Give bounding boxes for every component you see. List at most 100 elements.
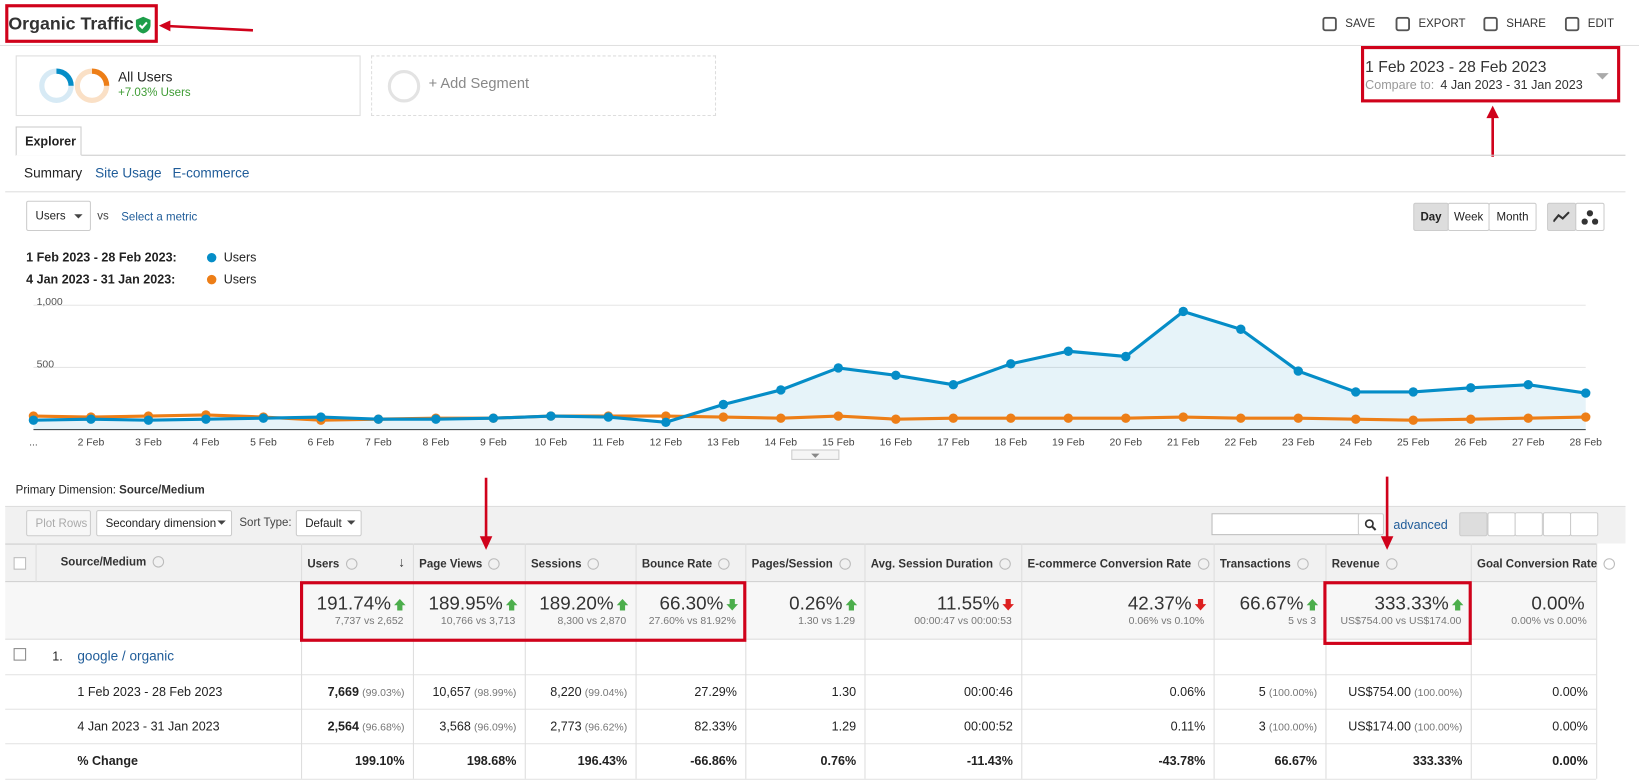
data-point: [661, 417, 671, 427]
data-point: [258, 413, 269, 423]
summary-compare: 5 vs 3: [1288, 615, 1317, 628]
data-point: [1466, 414, 1476, 424]
column-header[interactable]: Sessions: [531, 558, 582, 571]
column-header[interactable]: Page Views: [419, 558, 483, 571]
select-metric[interactable]: Select a metric: [121, 211, 198, 224]
summary-compare: 10,766 vs 3,713: [440, 615, 516, 628]
column-header[interactable]: Users: [307, 558, 340, 571]
checkbox[interactable]: [13, 557, 27, 570]
legend-swatch: [206, 252, 217, 263]
column-header[interactable]: Revenue: [1331, 558, 1380, 571]
table-cell: -66.86%: [690, 754, 737, 769]
summary-value: 0.26%: [789, 592, 843, 614]
subtab[interactable]: Site Usage: [95, 165, 162, 181]
annotation-box: [5, 4, 158, 43]
x-tick-label: 12 Feb: [650, 437, 683, 448]
search-button[interactable]: [1357, 513, 1384, 536]
secondary-dimension[interactable]: Secondary dimension: [96, 510, 233, 537]
x-tick-label: 5 Feb: [250, 437, 277, 448]
cell-value: 2,773: [550, 719, 582, 734]
legend-label: Users: [223, 271, 257, 287]
column-header[interactable]: Source/Medium: [60, 556, 147, 569]
subrow-label: % Change: [77, 753, 138, 769]
action-icon: [1395, 16, 1411, 32]
table-cell: 27.29%: [694, 685, 737, 700]
add-segment[interactable]: [371, 55, 717, 117]
view-button[interactable]: [1459, 512, 1488, 537]
arrow-shape: [726, 598, 738, 611]
data-point: [948, 413, 959, 423]
subtab[interactable]: Summary: [24, 165, 83, 181]
row-label[interactable]: google / organic: [77, 648, 175, 664]
cell-value: 333.33%: [1412, 753, 1463, 769]
data-point: [1063, 413, 1074, 423]
table-cell: 8,220 (99.04%): [550, 685, 627, 700]
summary-compare: 0.06% vs 0.10%: [1128, 615, 1205, 628]
column-header[interactable]: E-commerce Conversion Rate: [1027, 558, 1192, 571]
tab-label[interactable]: Explorer: [25, 133, 76, 149]
column-header[interactable]: Pages/Session: [751, 558, 833, 571]
action-button[interactable]: EXPORT: [1418, 17, 1466, 31]
subtab[interactable]: E-commerce: [172, 165, 250, 181]
column-header[interactable]: Bounce Rate: [641, 558, 713, 571]
trend-arrow: [616, 598, 629, 611]
divider: [15, 154, 1626, 156]
column-line: [35, 543, 37, 583]
x-tick-label: 22 Feb: [1225, 437, 1258, 448]
trend-arrow: [1002, 598, 1014, 611]
view-button[interactable]: [1570, 512, 1599, 537]
legend-period: 4 Jan 2023 - 31 Jan 2023:: [26, 271, 176, 287]
column-line: [1470, 543, 1472, 779]
arrow-shape: [394, 598, 406, 611]
sort-select[interactable]: Default: [295, 510, 362, 537]
x-tick-label: 20 Feb: [1110, 437, 1143, 448]
cell-value: 1.29: [831, 719, 857, 734]
column-header[interactable]: Transactions: [1219, 558, 1291, 571]
table-cell: 0.06%: [1170, 685, 1206, 700]
view-button[interactable]: [1486, 512, 1516, 537]
granularity-label: Day: [1420, 210, 1442, 224]
table-cell: 66.67%: [1275, 754, 1318, 769]
column-header[interactable]: Goal Conversion Rate: [1477, 558, 1598, 571]
cell-value: 199.10%: [355, 753, 405, 769]
checkbox[interactable]: [13, 648, 27, 661]
trend-arrow: [1451, 598, 1464, 611]
action-icon: [1483, 16, 1498, 32]
arrow-shape: [1306, 598, 1319, 611]
plot-rows[interactable]: Plot Rows: [26, 510, 91, 537]
view-button[interactable]: [1542, 512, 1571, 537]
cell-value: 8,220: [550, 684, 582, 700]
summary-value: 11.55%: [936, 592, 1000, 614]
date-caret[interactable]: [1596, 73, 1609, 80]
add-segment-label[interactable]: + Add Segment: [428, 74, 530, 91]
action-button[interactable]: SHARE: [1506, 17, 1546, 31]
table-cell: 199.10%: [355, 754, 405, 769]
data-point: [833, 363, 844, 373]
line-chart-button[interactable]: [1547, 202, 1577, 232]
arrow-shape: [505, 598, 518, 611]
compare-range: 4 Jan 2023 - 31 Jan 2023: [1440, 77, 1583, 92]
action-button[interactable]: EDIT: [1587, 17, 1615, 31]
action-button[interactable]: SAVE: [1345, 17, 1376, 31]
granularity-button[interactable]: Week: [1447, 202, 1490, 232]
x-tick-label: ...: [29, 437, 38, 448]
x-tick-label: 19 Feb: [1052, 437, 1085, 448]
table-cell: 333.33%: [1413, 754, 1463, 769]
sort-arrow: ↓: [398, 554, 406, 570]
divider: [5, 191, 1626, 193]
dimension-value[interactable]: Source/Medium: [119, 483, 205, 497]
x-tick-label: 2 Feb: [78, 437, 105, 448]
table-cell: US$174.00 (100.00%): [1348, 719, 1462, 734]
advanced-link[interactable]: advanced: [1393, 517, 1448, 533]
motion-chart-button[interactable]: [1575, 202, 1605, 232]
column-header[interactable]: Avg. Session Duration: [870, 558, 993, 571]
x-tick-label: 7 Feb: [365, 437, 392, 448]
search-input[interactable]: [1211, 513, 1360, 536]
granularity-button[interactable]: Day: [1413, 202, 1449, 232]
view-button[interactable]: [1514, 512, 1543, 537]
data-point: [603, 412, 614, 422]
segment-card[interactable]: [15, 55, 361, 117]
granularity-button[interactable]: Month: [1488, 202, 1537, 232]
tab[interactable]: [15, 126, 82, 156]
date-range[interactable]: 1 Feb 2023 - 28 Feb 2023: [1365, 58, 1547, 77]
